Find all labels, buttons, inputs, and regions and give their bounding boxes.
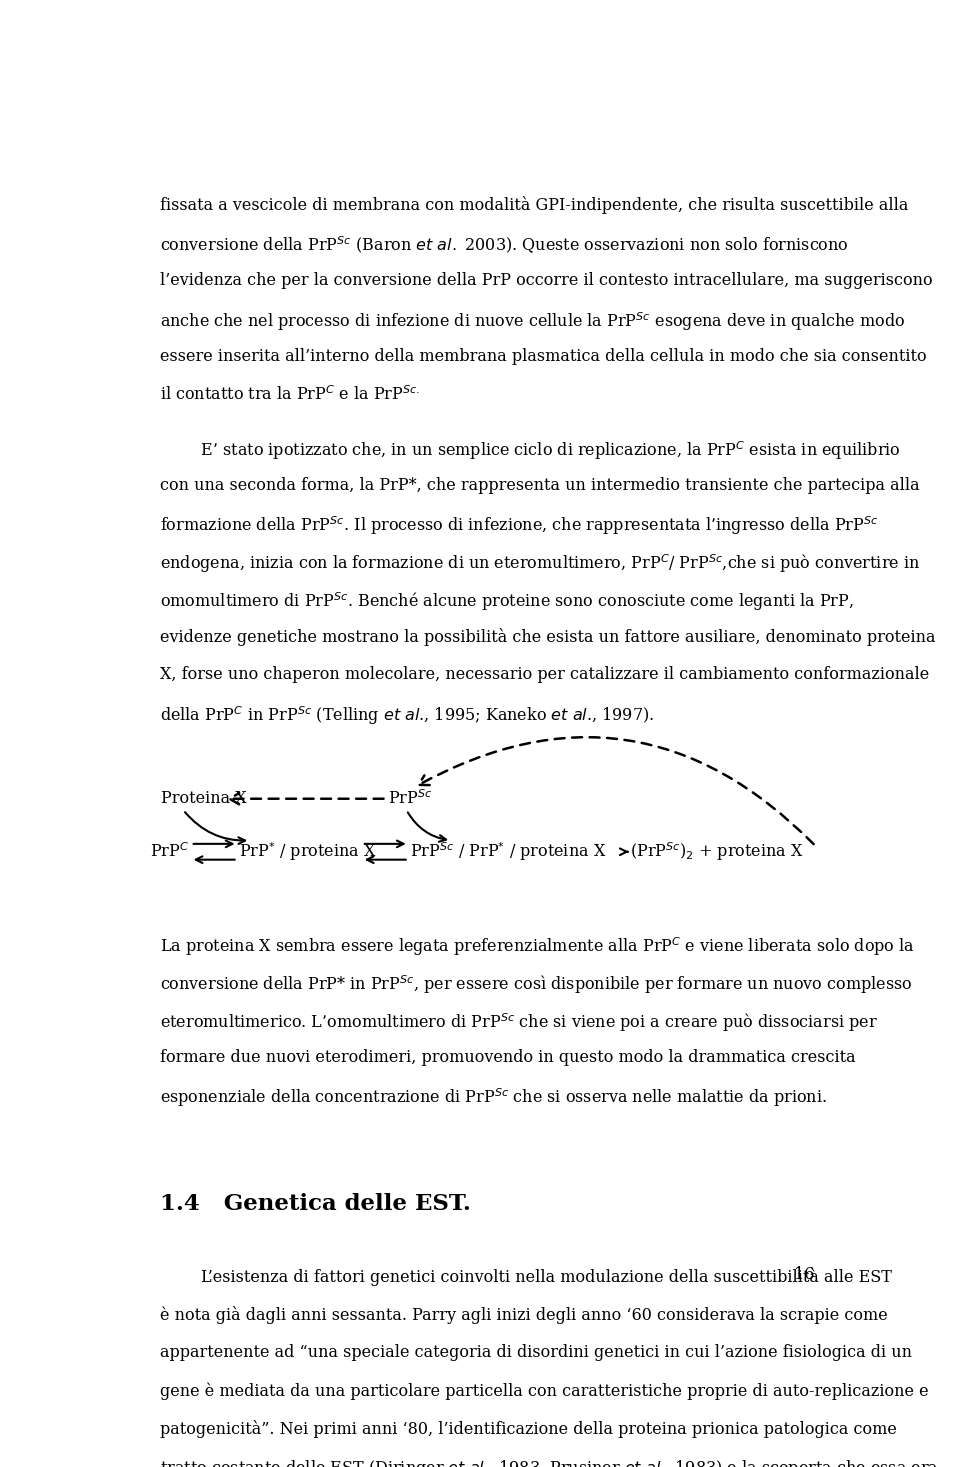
Text: appartenente ad “una speciale categoria di disordini genetici in cui l’azione fi: appartenente ad “una speciale categoria … bbox=[160, 1344, 912, 1361]
Text: PrP$^{C}$: PrP$^{C}$ bbox=[150, 842, 189, 861]
Text: conversione della PrP* in PrP$^{Sc}$, per essere così disponibile per formare un: conversione della PrP* in PrP$^{Sc}$, pe… bbox=[160, 973, 913, 996]
Text: conversione della PrP$^{Sc}$ (Baron $et$ $al.$ 2003). Queste osservazioni non so: conversione della PrP$^{Sc}$ (Baron $et$… bbox=[160, 235, 849, 255]
Text: formare due nuovi eterodimeri, promuovendo in questo modo la drammatica crescita: formare due nuovi eterodimeri, promuoven… bbox=[160, 1049, 855, 1065]
Text: PrP$^{Sc}$: PrP$^{Sc}$ bbox=[388, 789, 432, 808]
FancyArrowPatch shape bbox=[419, 738, 814, 844]
Text: patogenicità”. Nei primi anni ‘80, l’identificazione della proteina prionica pat: patogenicità”. Nei primi anni ‘80, l’ide… bbox=[160, 1420, 897, 1438]
Text: endogena, inizia con la formazione di un eteromultimero, PrP$^{C}$/ PrP$^{Sc}$,c: endogena, inizia con la formazione di un… bbox=[160, 553, 921, 575]
Text: della PrP$^{C}$ in PrP$^{Sc}$ (Telling $et$ $al$., 1995; Kaneko $et$ $al$., 1997: della PrP$^{C}$ in PrP$^{Sc}$ (Telling $… bbox=[160, 704, 655, 726]
Text: formazione della PrP$^{Sc}$. Il processo di infezione, che rappresentata l’ingre: formazione della PrP$^{Sc}$. Il processo… bbox=[160, 515, 878, 537]
Text: eteromultimerico. L’omomultimero di PrP$^{Sc}$ che si viene poi a creare può dis: eteromultimerico. L’omomultimero di PrP$… bbox=[160, 1011, 878, 1034]
Text: essere inserita all’interno della membrana plasmatica della cellula in modo che : essere inserita all’interno della membra… bbox=[160, 348, 926, 365]
Text: PrP$^{*}$ / proteina X: PrP$^{*}$ / proteina X bbox=[239, 841, 376, 863]
Text: La proteina X sembra essere legata preferenzialmente alla PrP$^{C}$ e viene libe: La proteina X sembra essere legata prefe… bbox=[160, 934, 915, 958]
Text: 16: 16 bbox=[794, 1266, 815, 1284]
Text: tratto costante delle EST (Diringer $et$ $al$., 1983, Prusiner $et$ $al$., 1983): tratto costante delle EST (Diringer $et$… bbox=[160, 1458, 939, 1467]
Text: (PrP$^{Sc}$)$_2$ + proteina X: (PrP$^{Sc}$)$_2$ + proteina X bbox=[630, 841, 804, 863]
Text: PrP$^{Sc}$ / PrP$^{*}$ / proteina X: PrP$^{Sc}$ / PrP$^{*}$ / proteina X bbox=[410, 841, 607, 863]
Text: E’ stato ipotizzato che, in un semplice ciclo di replicazione, la PrP$^{C}$ esis: E’ stato ipotizzato che, in un semplice … bbox=[160, 439, 900, 462]
Text: con una seconda forma, la PrP*, che rappresenta un intermedio transiente che par: con una seconda forma, la PrP*, che rapp… bbox=[160, 477, 920, 494]
Text: 1.4   Genetica delle EST.: 1.4 Genetica delle EST. bbox=[160, 1193, 471, 1215]
Text: anche che nel processo di infezione di nuove cellule la PrP$^{Sc}$ esogena deve : anche che nel processo di infezione di n… bbox=[160, 310, 905, 333]
Text: l’evidenza che per la conversione della PrP occorre il contesto intracellulare, : l’evidenza che per la conversione della … bbox=[160, 273, 933, 289]
Text: L’esistenza di fattori genetici coinvolti nella modulazione della suscettibilità: L’esistenza di fattori genetici coinvolt… bbox=[160, 1269, 892, 1287]
Text: X, forse uno chaperon molecolare, necessario per catalizzare il cambiamento conf: X, forse uno chaperon molecolare, necess… bbox=[160, 666, 929, 684]
Text: evidenze genetiche mostrano la possibilità che esista un fattore ausiliare, deno: evidenze genetiche mostrano la possibili… bbox=[160, 628, 936, 647]
Text: fissata a vescicole di membrana con modalità GPI-indipendente, che risulta susce: fissata a vescicole di membrana con moda… bbox=[160, 197, 908, 214]
Text: è nota già dagli anni sessanta. Parry agli inizi degli anno ‘60 considerava la s: è nota già dagli anni sessanta. Parry ag… bbox=[160, 1307, 888, 1325]
Text: il contatto tra la PrP$^{C}$ e la PrP$^{Sc.}$: il contatto tra la PrP$^{C}$ e la PrP$^{… bbox=[160, 386, 420, 405]
Text: Proteina X: Proteina X bbox=[161, 791, 247, 807]
Text: gene è mediata da una particolare particella con caratteristiche proprie di auto: gene è mediata da una particolare partic… bbox=[160, 1382, 929, 1400]
Text: omomultimero di PrP$^{Sc}$. Benché alcune proteine sono conosciute come leganti : omomultimero di PrP$^{Sc}$. Benché alcun… bbox=[160, 590, 854, 613]
FancyArrowPatch shape bbox=[229, 794, 384, 804]
Text: esponenziale della concentrazione di PrP$^{Sc}$ che si osserva nelle malattie da: esponenziale della concentrazione di PrP… bbox=[160, 1087, 828, 1109]
